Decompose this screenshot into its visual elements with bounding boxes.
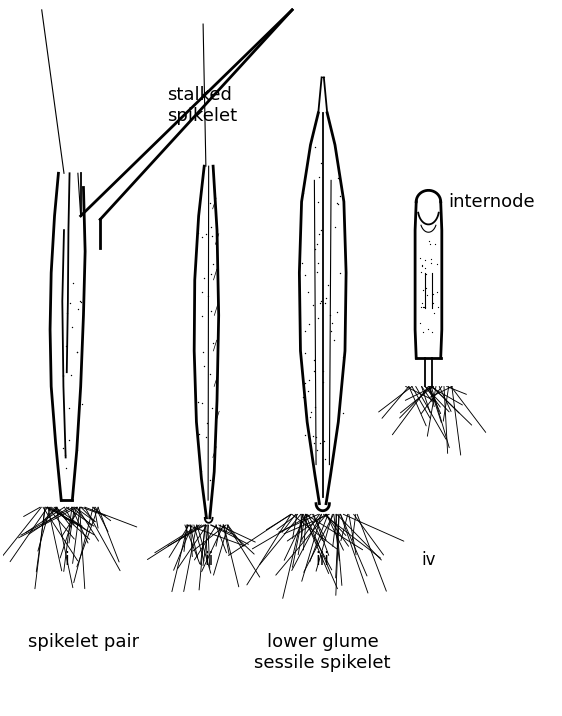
Text: lower glume
sessile spikelet: lower glume sessile spikelet: [255, 634, 391, 672]
Text: iii: iii: [316, 551, 330, 569]
Text: internode: internode: [448, 193, 534, 211]
Text: i: i: [65, 551, 69, 569]
Text: spikelet pair: spikelet pair: [28, 633, 139, 651]
Text: ii: ii: [204, 551, 214, 569]
Text: stalked
spikelet: stalked spikelet: [167, 87, 237, 125]
Text: iv: iv: [421, 551, 436, 569]
